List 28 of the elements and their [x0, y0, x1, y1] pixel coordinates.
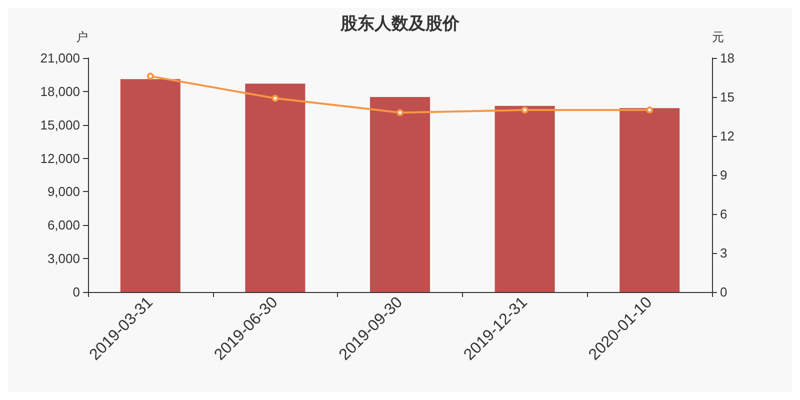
y2-tick-label: 12: [720, 128, 734, 144]
y-axis-title: 户: [76, 30, 88, 44]
y-tick-label: 18,000: [40, 84, 80, 99]
point: [521, 106, 528, 114]
y-tick-label: 3,000: [47, 251, 80, 266]
chart-title: 股东人数及股价: [340, 14, 460, 33]
y-tick-label: 6,000: [47, 218, 80, 233]
y-tick-label: 12,000: [40, 150, 80, 166]
point: [272, 94, 279, 102]
y-tick-label: 9,000: [47, 184, 80, 200]
y2-tick-label: 18: [720, 50, 734, 66]
y2-tick-label: 6: [720, 206, 728, 222]
y2-tick-label: 0: [720, 284, 728, 300]
bar: [494, 106, 555, 292]
point: [396, 109, 404, 116]
bar: [620, 108, 680, 292]
point: [646, 106, 654, 114]
y-tick-label: 0: [72, 284, 80, 300]
y2-tick-label: 3: [720, 246, 728, 260]
y2-axis-title: 元: [712, 30, 724, 44]
bar: [245, 84, 306, 292]
y2-tick-label: 9: [720, 168, 728, 182]
y-tick-label: 21,000: [40, 50, 80, 66]
point: [146, 72, 154, 80]
bar: [120, 79, 180, 292]
y2-tick-label: 15: [720, 90, 734, 104]
bar: [370, 97, 430, 292]
y-tick-label: 15,000: [40, 117, 80, 132]
